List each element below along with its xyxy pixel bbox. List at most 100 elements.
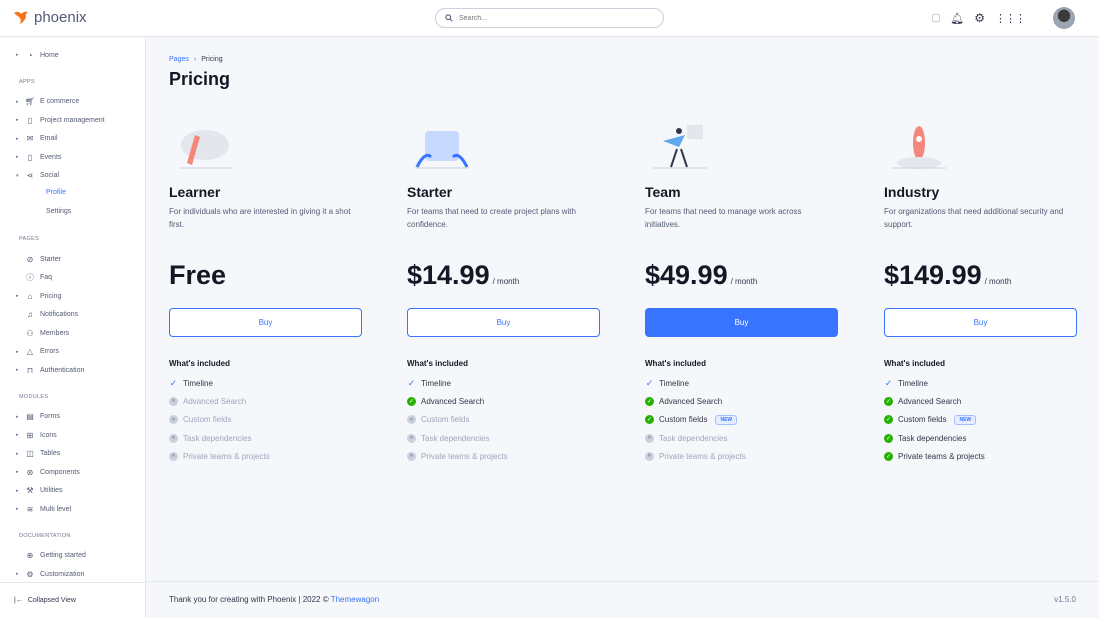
feature-label: Custom fields [898,415,947,425]
sidebar-item-label: Events [40,153,62,161]
collapse-arrow-icon: |← [14,597,23,604]
whats-included-heading: What's included [884,359,946,368]
x-circle-icon: ✕ [169,396,178,406]
page-title: Pricing [169,69,231,89]
feature-label: Timeline [659,378,689,388]
alert-icon: △ [26,347,34,356]
sidebar-item-multi-level[interactable]: ▸ ≋ Multi level [16,503,71,515]
themewagon-link[interactable]: Themewagon [330,595,380,604]
theme-toggle-icon[interactable] [932,14,941,22]
buy-button[interactable]: Buy [169,308,362,337]
sidebar-item-events[interactable]: ▸ ▯ Events [16,151,61,163]
sidebar-item-errors[interactable]: ▸ △ Errors [16,346,59,358]
plan-card-industry: Industry For organizations that need add… [884,118,1077,465]
sidebar-item-authentication[interactable]: ▸ ⊓ Authentication [16,364,84,376]
feature-label: Custom fields [183,415,232,425]
feature-label: Custom fields [421,415,470,425]
new-badge: NEW [954,414,977,425]
check-circle-icon: ✓ [884,415,893,425]
bell-icon[interactable]: 🔔︎ [950,12,965,25]
buy-button[interactable]: Buy [884,308,1077,337]
sidebar: ▸ ◔ Home APPS ▸ 🛒︎ E commerce ▸ ▯ Project managem… [0,37,146,618]
pie-chart-icon: ◔ [27,50,33,60]
buy-button[interactable]: Buy [645,308,838,337]
chevron-right-icon: ▸ [16,52,19,58]
plan-illustration [407,118,477,174]
x-circle-icon: ✕ [407,433,416,443]
sidebar-item-label: Starter [40,255,62,263]
sidebar-item-home[interactable]: ▸ ◔ Home [16,49,59,61]
chevron-right-icon: ▸ [16,432,19,438]
sidebar-item-starter[interactable]: ⊘ Starter [16,253,61,265]
sidebar-item-utilities[interactable]: ▸ ⚒ Utilities [16,485,63,497]
sidebar-subitem-profile[interactable]: Profile [46,189,66,196]
feature-item: ✓ Custom fields NEW [645,411,838,429]
sidebar-item-social[interactable]: ▾ ⋖ Social [16,170,59,182]
chevron-right-icon: ▸ [16,450,19,457]
feature-label: Advanced Search [898,396,962,406]
version: v1.5.0 [1054,595,1076,604]
breadcrumb: Pages › Pricing [169,56,223,63]
help-icon: ⓘ [26,273,34,282]
grid-icon: ⊞ [26,430,34,440]
chevron-right-icon: ▸ [16,469,19,475]
feature-label: Private teams & projects [898,451,985,461]
feature-item: ✓ Custom fields NEW [884,411,1077,429]
sidebar-item-pricing[interactable]: ▸ ⌂ Pricing [16,290,61,302]
breadcrumb-pages[interactable]: Pages [169,56,189,63]
plan-price: Free [169,260,227,290]
logo[interactable]: phoenix [13,9,87,26]
feature-item: ✓ Advanced Search [884,392,1077,410]
plan-card-learner: Learner For individuals who are interest… [169,118,362,465]
search-input[interactable] [459,14,639,22]
sidebar-item-notifications[interactable]: ♫ Notifications [16,309,78,321]
sidebar-item-label: Email [40,135,58,142]
plan-illustration [645,118,715,174]
plan-name: Industry [884,184,940,200]
check-circle-icon: ✓ [884,451,893,461]
feature-label: Private teams & projects [421,451,508,461]
columns-icon: ◫ [26,449,34,458]
apps-grid-icon[interactable]: ⋮⋮⋮ [995,12,1026,25]
sidebar-item-forms[interactable]: ▸ ▤ Forms [16,411,60,423]
feature-label: Task dependencies [659,433,728,443]
chevron-right-icon: ▸ [16,487,19,494]
sidebar-subitem-settings[interactable]: Settings [46,207,72,215]
sidebar-item-icons[interactable]: ▸ ⊞ Icons [16,429,57,441]
collapsed-view-button[interactable]: |← Collapsed View [0,582,145,618]
sidebar-item-email[interactable]: ▸ ✉ Email [16,133,58,145]
settings-icon: ⚙ [26,569,34,579]
sidebar-item-label: Multi level [40,505,72,513]
sidebar-item-tables[interactable]: ▸ ◫ Tables [16,448,60,460]
plan-card-team: Team For teams that need to manage work … [645,118,838,465]
bell-icon: ♫ [27,310,33,319]
phoenix-logo-icon [14,11,28,24]
feature-item: ✕ Private teams & projects [645,447,838,465]
feature-label: Advanced Search [659,396,723,406]
chevron-right-icon: › [193,56,197,63]
avatar[interactable] [1053,7,1075,29]
buy-button[interactable]: Buy [407,308,600,337]
sidebar-item-project-management[interactable]: ▸ ▯ Project management [16,114,105,126]
sidebar-item-e-commerce[interactable]: ▸ 🛒︎ E commerce [16,96,79,108]
plan-period: / month [984,277,1012,286]
plan-description: For teams that need to create project pl… [407,207,576,229]
sidebar-item-members[interactable]: ⚇ Members [16,327,69,339]
sidebar-item-customization[interactable]: ▸ ⚙ Customization [16,568,84,580]
x-circle-icon: ✕ [407,415,416,425]
feature-item: ✕ Private teams & projects [169,447,362,465]
sidebar-item-getting-started[interactable]: ⊕ Getting started [16,550,86,562]
section-label: MODULES [19,393,49,400]
gear-icon[interactable]: ⚙ [974,11,985,25]
new-badge: NEW [715,414,738,425]
sidebar-item-components[interactable]: ▸ ⊛ Components [16,466,80,478]
sidebar-item-label: Icons [40,431,57,439]
feature-item: ✕ Task dependencies [407,429,600,447]
sidebar-item-faq[interactable]: ⓘ Faq [16,272,52,284]
search-box[interactable] [435,8,664,28]
feature-label: Private teams & projects [659,451,746,461]
sidebar-item-label: Social [40,172,60,179]
mail-icon: ✉ [26,134,34,143]
top-navbar: phoenix 🔔︎ ⚙ ⋮⋮⋮ [0,0,1099,37]
collapse-label: Collapsed View [27,597,76,604]
